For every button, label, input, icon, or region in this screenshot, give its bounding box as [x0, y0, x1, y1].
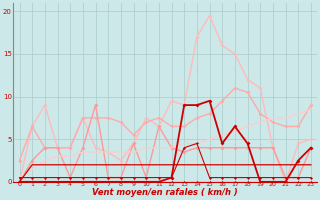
X-axis label: Vent moyen/en rafales ( km/h ): Vent moyen/en rafales ( km/h )	[92, 188, 238, 197]
